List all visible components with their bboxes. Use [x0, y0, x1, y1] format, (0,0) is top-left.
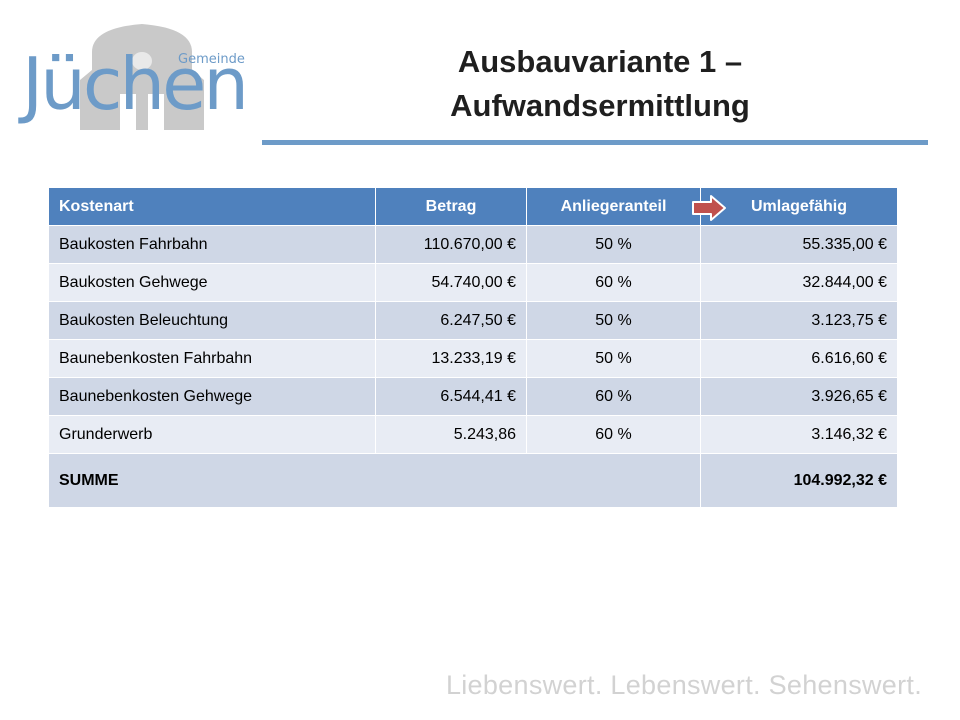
cell-anliegeranteil: 50 % [526, 339, 701, 378]
cell-anliegeranteil: 60 % [526, 415, 701, 454]
cell-umlagefaehig: 55.335,00 € [700, 225, 898, 264]
header-anliegeranteil: Anliegeranteil [526, 187, 701, 226]
cell-kostenart: Baukosten Gehwege [48, 263, 376, 302]
cell-kostenart: Baunebenkosten Gehwege [48, 377, 376, 416]
logo-subtitle: Gemeinde [178, 52, 245, 67]
cell-kostenart: Baukosten Fahrbahn [48, 225, 376, 264]
building-silhouette-icon [80, 24, 204, 130]
cell-anliegeranteil: 60 % [526, 377, 701, 416]
cell-kostenart: Baunebenkosten Fahrbahn [48, 339, 376, 378]
cell-betrag: 6.544,41 € [375, 377, 527, 416]
cell-betrag: 110.670,00 € [375, 225, 527, 264]
slide-title-line-1: Ausbauvariante 1 – [457, 44, 743, 79]
logo-wordmark: Jüchen [22, 42, 249, 126]
table-row: Baukosten Gehwege 54.740,00 € 60 % 32.84… [48, 263, 898, 302]
cell-umlagefaehig: 32.844,00 € [700, 263, 898, 302]
cost-table: Kostenart Betrag Anliegeranteil Umlagefä… [48, 187, 898, 508]
cell-kostenart: Baukosten Beleuchtung [48, 301, 376, 340]
cell-anliegeranteil: 50 % [526, 225, 701, 264]
cell-umlagefaehig: 3.123,75 € [700, 301, 898, 340]
cell-betrag: 6.247,50 € [375, 301, 527, 340]
right-arrow-icon [692, 195, 726, 221]
header-umlagefaehig: Umlagefähig [692, 187, 898, 226]
slide-title-line-2: Aufwandsermittlung [450, 88, 750, 123]
table-row: Baukosten Beleuchtung 6.247,50 € 50 % 3.… [48, 301, 898, 340]
cell-betrag: 13.233,19 € [375, 339, 527, 378]
cell-betrag: 54.740,00 € [375, 263, 527, 302]
footer-slogan: Liebenswert. Lebenswert. Sehenswert. [445, 670, 922, 700]
cell-betrag: 5.243,86 [375, 415, 527, 454]
cell-kostenart: Grunderwerb [48, 415, 376, 454]
cell-umlagefaehig: 3.146,32 € [700, 415, 898, 454]
title-divider [262, 140, 928, 145]
cell-anliegeranteil: 50 % [526, 301, 701, 340]
municipality-logo: Jüchen Gemeinde [20, 18, 250, 138]
header-kostenart: Kostenart [48, 187, 376, 226]
sum-value: 104.992,32 € [700, 453, 898, 508]
sum-label: SUMME [48, 453, 701, 508]
sum-row: SUMME 104.992,32 € [48, 453, 898, 508]
table-row: Baunebenkosten Fahrbahn 13.233,19 € 50 %… [48, 339, 898, 378]
table-row: Grunderwerb 5.243,86 60 % 3.146,32 € [48, 415, 898, 454]
slide-title: Ausbauvariante 1 – Aufwandsermittlung [400, 40, 800, 128]
cell-anliegeranteil: 60 % [526, 263, 701, 302]
table-row: Baukosten Fahrbahn 110.670,00 € 50 % 55.… [48, 225, 898, 264]
header-umlagefaehig-label: Umlagefähig [750, 197, 847, 215]
table-header-row: Kostenart Betrag Anliegeranteil Umlagefä… [48, 187, 898, 226]
table-row: Baunebenkosten Gehwege 6.544,41 € 60 % 3… [48, 377, 898, 416]
cell-umlagefaehig: 3.926,65 € [700, 377, 898, 416]
cell-umlagefaehig: 6.616,60 € [700, 339, 898, 378]
header-betrag: Betrag [375, 187, 527, 226]
